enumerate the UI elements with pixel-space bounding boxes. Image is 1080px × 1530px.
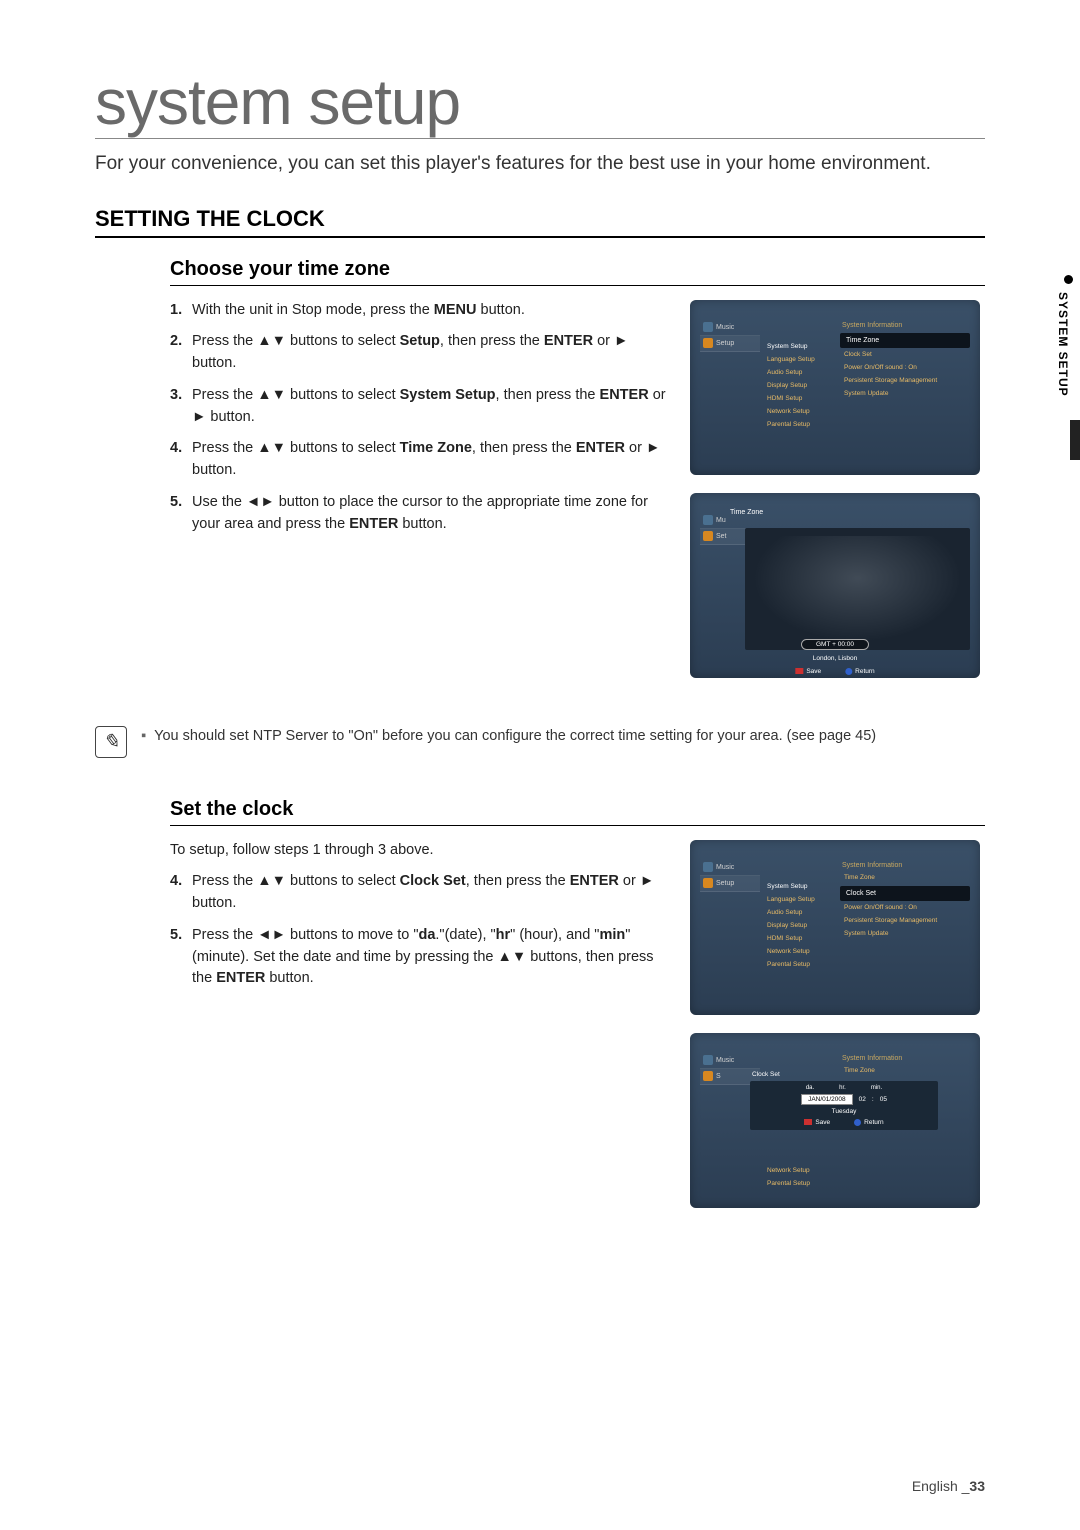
page-footer: English _33 xyxy=(912,1478,985,1494)
world-map xyxy=(745,528,970,650)
bullet-icon: ▪ xyxy=(141,726,146,748)
gmt-label: GMT + 00:00 xyxy=(801,639,869,650)
step-3: Press the ▲▼ buttons to select System Se… xyxy=(170,385,670,429)
ss-language-setup: Language Setup xyxy=(765,353,835,366)
ss-system-setup: System Setup xyxy=(765,880,835,893)
save-button: Save xyxy=(795,668,821,675)
ss-persistent: Persistent Storage Management xyxy=(840,374,970,387)
page-title: system setup xyxy=(95,70,985,139)
ss-clockset: Clock Set xyxy=(840,348,970,361)
music-icon xyxy=(703,1055,713,1065)
ss-hdmi-setup: HDMI Setup xyxy=(765,932,835,945)
step-5: Use the ◄► button to place the cursor to… xyxy=(170,492,670,536)
city-label: London, Lisbon xyxy=(813,655,857,662)
note-text: You should set NTP Server to "On" before… xyxy=(154,726,876,748)
note-icon: ✎ xyxy=(95,726,127,758)
ss-clockset-highlight: Clock Set xyxy=(840,886,970,901)
screenshot-clockset-menu: Music Setup System Setup Language Setup … xyxy=(690,840,980,1015)
timezone-steps: With the unit in Stop mode, press the ME… xyxy=(170,300,670,696)
side-label: SYSTEM SETUP xyxy=(1056,292,1070,397)
gear-icon xyxy=(703,531,713,541)
ss-language-setup: Language Setup xyxy=(765,893,835,906)
save-icon xyxy=(795,668,803,674)
clock-set-label: Clock Set xyxy=(752,1071,780,1078)
music-icon xyxy=(703,515,713,525)
return-button: Return xyxy=(854,1119,884,1126)
clock-steps: To setup, follow steps 1 through 3 above… xyxy=(170,840,670,1226)
clock-step-5: Press the ◄► buttons to move to "da."(da… xyxy=(170,925,670,990)
da-label: da. xyxy=(806,1085,814,1091)
return-icon xyxy=(845,668,852,675)
hr-label: hr. xyxy=(839,1085,846,1091)
ss-display-setup: Display Setup xyxy=(765,919,835,932)
ss-hdmi-setup: HDMI Setup xyxy=(765,392,835,405)
ss-audio-setup: Audio Setup xyxy=(765,366,835,379)
ss-update: System Update xyxy=(840,387,970,400)
gear-icon xyxy=(703,338,713,348)
save-icon xyxy=(804,1119,812,1125)
ss-system-setup: System Setup xyxy=(765,340,835,353)
ss-sysinfo: System Information xyxy=(840,860,970,871)
ss-timezone-sub: Time Zone xyxy=(840,1064,970,1077)
hr-value: 02 xyxy=(859,1096,866,1103)
note-block: ✎ ▪ You should set NTP Server to "On" be… xyxy=(95,726,985,758)
ss-sysinfo: System Information xyxy=(840,1053,970,1064)
ss-timezone-sub: Time Zone xyxy=(840,871,970,884)
date-value: JAN/01/2008 xyxy=(801,1094,853,1105)
ss-persistent: Persistent Storage Management xyxy=(840,914,970,927)
step-1: With the unit in Stop mode, press the ME… xyxy=(170,300,670,322)
return-button: Return xyxy=(845,668,875,675)
clock-screenshots: Music Setup System Setup Language Setup … xyxy=(690,840,985,1226)
subsection-clock: Set the clock xyxy=(170,798,985,826)
dot-icon xyxy=(1064,275,1073,284)
ss-setup: Setup xyxy=(700,336,760,352)
ss-update: System Update xyxy=(840,927,970,940)
ss-audio-setup: Audio Setup xyxy=(765,906,835,919)
step-2: Press the ▲▼ buttons to select Setup, th… xyxy=(170,331,670,375)
screenshot-clockset-dialog: Music S System Information Time Zone Clo… xyxy=(690,1033,980,1208)
gear-icon xyxy=(703,1071,713,1081)
clock-intro: To setup, follow steps 1 through 3 above… xyxy=(170,840,670,862)
ss-music: Music xyxy=(700,320,760,336)
min-label: min. xyxy=(871,1085,882,1091)
return-icon xyxy=(854,1119,861,1126)
ss-setup: Setup xyxy=(700,876,760,892)
step-4: Press the ▲▼ buttons to select Time Zone… xyxy=(170,438,670,482)
section-heading: SETTING THE CLOCK xyxy=(95,206,985,238)
ss-power: Power On/Off sound : On xyxy=(840,901,970,914)
clock-popup: da. hr. min. JAN/01/2008 02 : 05 Tuesday… xyxy=(750,1081,938,1130)
side-index-bar xyxy=(1070,420,1080,460)
subsection-timezone: Choose your time zone xyxy=(170,258,985,286)
clock-step-4: Press the ▲▼ buttons to select Clock Set… xyxy=(170,871,670,915)
tz-title: Time Zone xyxy=(730,509,763,516)
gear-icon xyxy=(703,878,713,888)
ss-display-setup: Display Setup xyxy=(765,379,835,392)
music-icon xyxy=(703,862,713,872)
intro-text: For your convenience, you can set this p… xyxy=(95,151,985,178)
clock-content: To setup, follow steps 1 through 3 above… xyxy=(95,840,985,1226)
ss-music: Music xyxy=(700,1053,760,1069)
timezone-content: With the unit in Stop mode, press the ME… xyxy=(95,300,985,696)
ss-music: Music xyxy=(700,860,760,876)
ss-parental-setup: Parental Setup xyxy=(765,418,835,431)
ss-power: Power On/Off sound : On xyxy=(840,361,970,374)
ss-timezone-highlight: Time Zone xyxy=(840,333,970,348)
ss-sysinfo: System Information xyxy=(840,320,970,331)
day-value: Tuesday xyxy=(754,1108,934,1115)
ss-network-setup: Network Setup xyxy=(765,405,835,418)
ss-parental-setup: Parental Setup xyxy=(765,958,835,971)
min-value: 05 xyxy=(880,1096,887,1103)
ss-network-setup: Network Setup xyxy=(765,1164,812,1177)
timezone-screenshots: Music Setup System Setup Language Setup … xyxy=(690,300,985,696)
screenshot-system-timezone: Music Setup System Setup Language Setup … xyxy=(690,300,980,475)
save-button: Save xyxy=(804,1119,830,1126)
music-icon xyxy=(703,322,713,332)
side-tab: SYSTEM SETUP xyxy=(1056,275,1080,425)
screenshot-timezone-map: Mu Set Time Zone GMT + 00:00 London, Lis… xyxy=(690,493,980,678)
ss-network-setup: Network Setup xyxy=(765,945,835,958)
ss-parental-setup: Parental Setup xyxy=(765,1177,812,1190)
